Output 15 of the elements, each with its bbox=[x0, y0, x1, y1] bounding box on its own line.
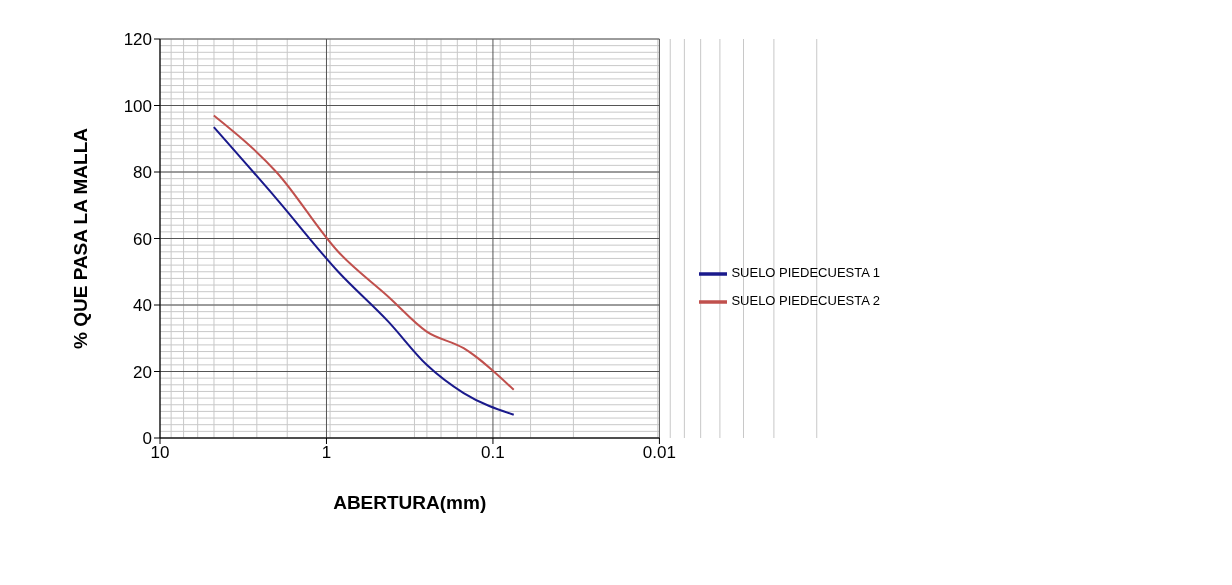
y-tick-label: 0 bbox=[142, 429, 152, 449]
x-axis-title: ABERTURA(mm) bbox=[333, 492, 487, 514]
y-axis-title: % QUE PASA LA MALLA bbox=[69, 127, 91, 349]
y-tick-label: 80 bbox=[133, 163, 152, 183]
y-tick-label: 100 bbox=[123, 96, 152, 116]
x-tick-label: 0.01 bbox=[642, 443, 676, 463]
x-tick-label: 1 bbox=[321, 443, 332, 463]
y-tick-label: 60 bbox=[133, 229, 152, 249]
legend-label: SUELO PIEDECUESTA 2 bbox=[731, 293, 880, 309]
y-tick-label: 120 bbox=[123, 30, 152, 50]
x-tick-label: 0.1 bbox=[481, 443, 505, 463]
y-tick-label: 20 bbox=[133, 362, 152, 382]
x-tick-label: 10 bbox=[150, 443, 170, 463]
legend-label: SUELO PIEDECUESTA 1 bbox=[731, 265, 880, 281]
y-tick-label: 40 bbox=[133, 296, 152, 316]
